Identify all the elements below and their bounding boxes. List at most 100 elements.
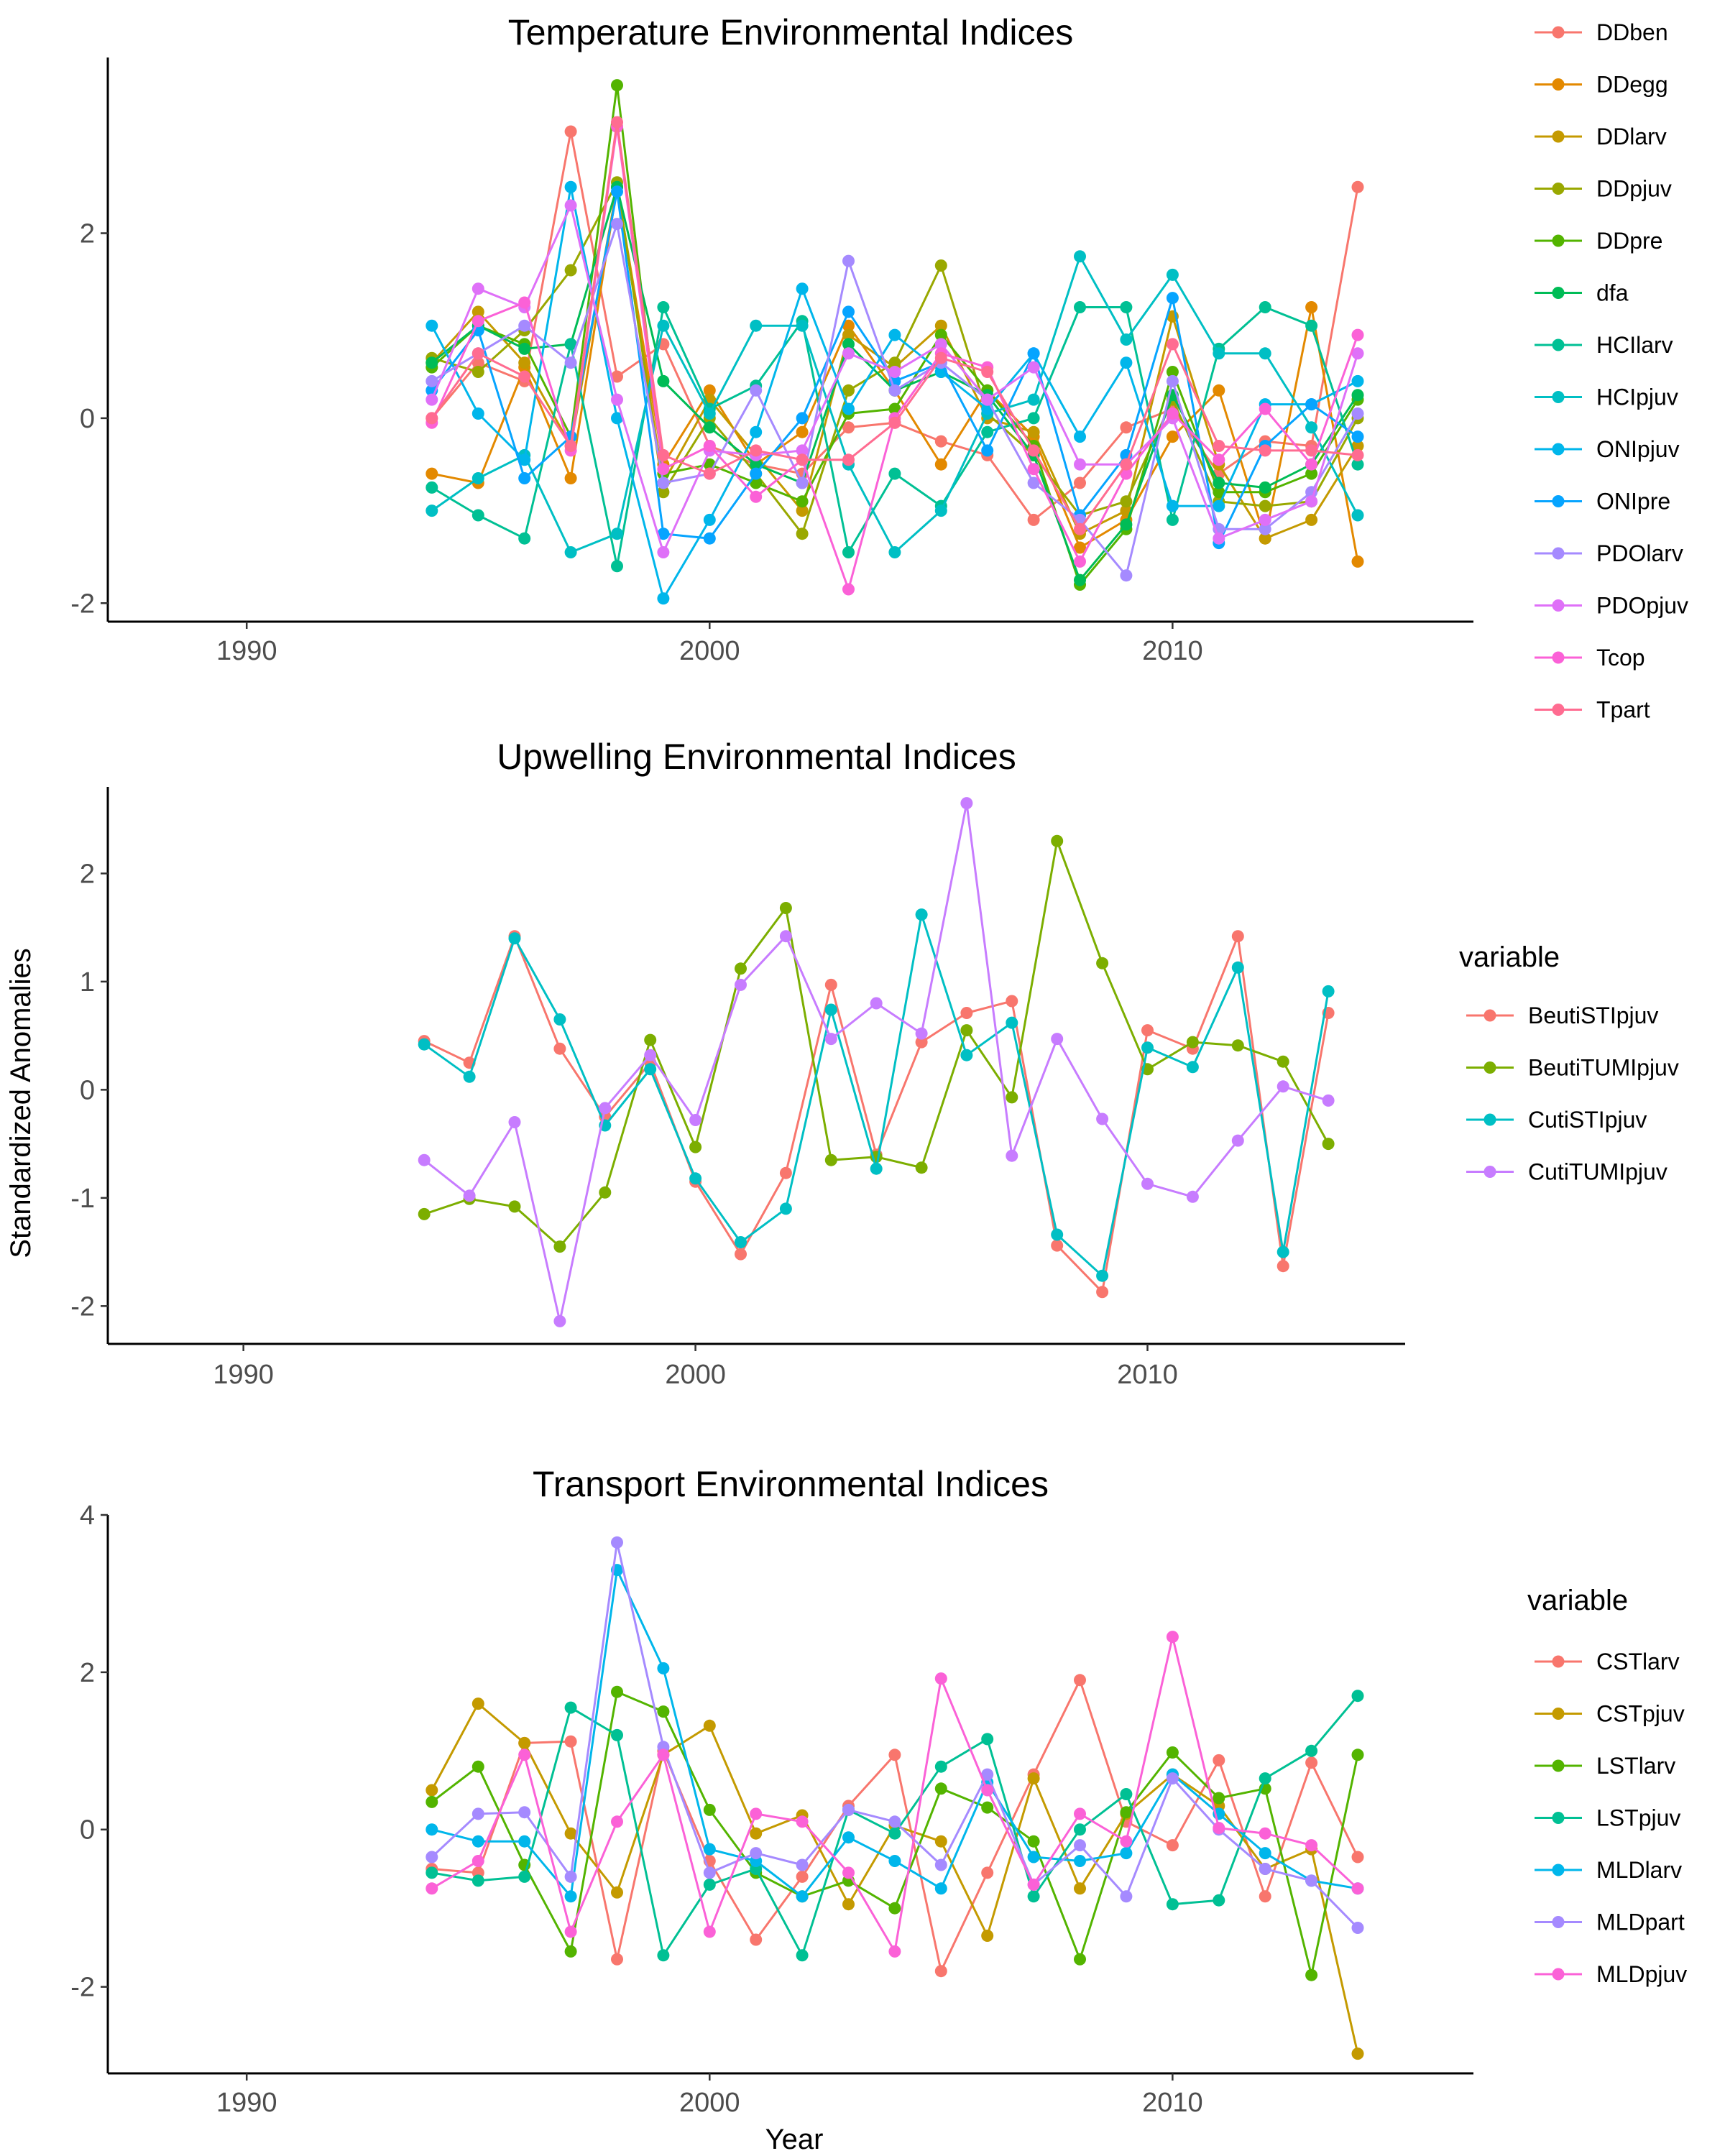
data-point-BeutiTUMIpjuv	[508, 1200, 521, 1213]
data-point-dfa	[426, 356, 438, 369]
data-point-ONIpre	[1027, 347, 1040, 360]
data-point-PDOlarv	[518, 319, 531, 332]
x-tick-label: 2000	[679, 2088, 740, 2118]
data-point-HCIpjuv	[611, 528, 623, 540]
data-point-PDOpjuv	[842, 347, 855, 360]
x-tick-label: 1990	[216, 636, 277, 666]
data-point-LSTlarv	[1027, 1835, 1040, 1848]
legend-key-point	[1552, 1759, 1565, 1772]
data-point-CutiTUMIpjuv	[418, 1153, 431, 1166]
legend: variable CSTlarv CSTpjuv LSTlarv LSTpjuv MLDl…	[1527, 1585, 1687, 1987]
data-point-HCIlarv	[611, 560, 623, 573]
data-point-CSTpjuv	[1027, 1772, 1040, 1785]
y-tick-label: 2	[80, 859, 95, 889]
data-point-MLDpjuv	[934, 1672, 947, 1685]
legend-item: MLDpjuv	[1535, 1961, 1687, 1987]
legend-key-point	[1484, 1009, 1496, 1022]
data-point-LSTlarv	[1120, 1806, 1133, 1819]
y-tick-label: 0	[80, 1075, 95, 1105]
data-point-CutiTUMIpjuv	[960, 797, 973, 810]
data-point-CSTlarv	[934, 1965, 947, 1978]
legend-label: HCIlarv	[1596, 332, 1673, 358]
data-point-CutiTUMIpjuv	[508, 1116, 521, 1128]
data-point-ONIpre	[750, 467, 763, 480]
data-point-CutiSTIpjuv	[1006, 1016, 1018, 1029]
data-point-Tpart	[796, 453, 809, 466]
data-point-HCIlarv	[888, 467, 901, 480]
data-point-Tpart	[611, 116, 623, 129]
x-tick-label: 2000	[665, 1360, 726, 1390]
data-point-MLDpjuv	[1166, 1631, 1179, 1644]
legend-key-point	[1552, 1916, 1565, 1928]
data-point-CSTpjuv	[750, 1827, 763, 1840]
data-point-DDegg	[796, 425, 809, 438]
data-point-PDOlarv	[842, 254, 855, 267]
data-point-CutiTUMIpjuv	[824, 1033, 837, 1046]
data-point-CutiTUMIpjuv	[1276, 1080, 1289, 1093]
data-point-CSTpjuv	[1074, 1882, 1086, 1895]
data-point-LSTpjuv	[1120, 1788, 1133, 1800]
data-point-CutiSTIpjuv	[1051, 1228, 1064, 1241]
data-point-CutiTUMIpjuv	[735, 978, 747, 991]
data-point-Tcop	[1305, 458, 1318, 471]
data-point-CSTlarv	[1166, 1839, 1179, 1852]
legend-item: DDlarv	[1535, 124, 1667, 149]
data-point-LSTlarv	[981, 1801, 994, 1814]
y-tick-label: 1	[80, 967, 95, 998]
legend-key-point	[1552, 130, 1565, 143]
data-point-DDben	[472, 356, 484, 369]
data-point-HCIpjuv	[1166, 268, 1179, 281]
data-point-dfa	[657, 374, 670, 387]
data-point-BeutiTUMIpjuv	[1051, 834, 1064, 847]
data-point-DDegg	[934, 458, 947, 471]
data-point-DDben	[611, 370, 623, 383]
data-point-LSTpjuv	[472, 1874, 484, 1887]
data-point-ONIpjuv	[1351, 374, 1364, 387]
data-point-CSTlarv	[750, 1933, 763, 1946]
data-point-MLDlarv	[934, 1882, 947, 1895]
data-point-DDegg	[703, 384, 716, 397]
data-point-CutiSTIpjuv	[1186, 1061, 1199, 1074]
data-point-CSTlarv	[1213, 1754, 1225, 1766]
data-point-DDben	[1027, 513, 1040, 526]
data-point-BeutiSTIpjuv	[915, 1036, 928, 1049]
data-point-Tpart	[426, 412, 438, 425]
data-point-MLDpjuv	[1305, 1839, 1318, 1852]
data-point-BeutiSTIpjuv	[553, 1042, 566, 1055]
data-point-Tpart	[472, 347, 484, 360]
data-point-CutiTUMIpjuv	[553, 1314, 566, 1327]
legend-key-point	[1552, 599, 1565, 612]
data-point-PDOpjuv	[934, 338, 947, 351]
data-point-PDOpjuv	[564, 199, 577, 212]
data-point-MLDpjuv	[1259, 1827, 1271, 1840]
data-point-ONIpre	[703, 532, 716, 545]
data-point-CSTpjuv	[426, 1784, 438, 1797]
data-point-ONIpre	[1305, 398, 1318, 411]
data-point-MLDpjuv	[750, 1807, 763, 1820]
data-point-CutiTUMIpjuv	[1141, 1177, 1154, 1190]
panels: Temperature Environmental Indices -2 0 2 199…	[70, 12, 1688, 2118]
data-point-HCIlarv	[1166, 513, 1179, 526]
data-point-MLDlarv	[518, 1835, 531, 1848]
data-point-dfa	[1074, 573, 1086, 586]
data-point-MLDpart	[564, 1870, 577, 1883]
data-point-CutiSTIpjuv	[824, 1003, 837, 1016]
data-point-MLDpart	[750, 1847, 763, 1860]
data-point-HCIlarv	[1259, 301, 1271, 313]
data-point-ONIpre	[611, 185, 623, 198]
data-point-CSTpjuv	[981, 1930, 994, 1942]
data-point-DDpre	[750, 476, 763, 489]
legend-label: MLDpjuv	[1596, 1961, 1687, 1987]
data-point-ONIpjuv	[750, 425, 763, 438]
data-point-PDOpjuv	[1213, 532, 1225, 545]
data-point-CSTpjuv	[611, 1886, 623, 1899]
data-point-HCIpjuv	[1027, 393, 1040, 406]
legend-item: CutiTUMIpjuv	[1466, 1159, 1668, 1185]
data-point-HCIlarv	[981, 425, 994, 438]
legend-item: DDpre	[1535, 228, 1662, 254]
data-point-MLDpjuv	[472, 1855, 484, 1867]
legend-title: variable	[1527, 1585, 1628, 1616]
data-point-HCIlarv	[842, 546, 855, 558]
data-point-LSTpjuv	[611, 1728, 623, 1741]
